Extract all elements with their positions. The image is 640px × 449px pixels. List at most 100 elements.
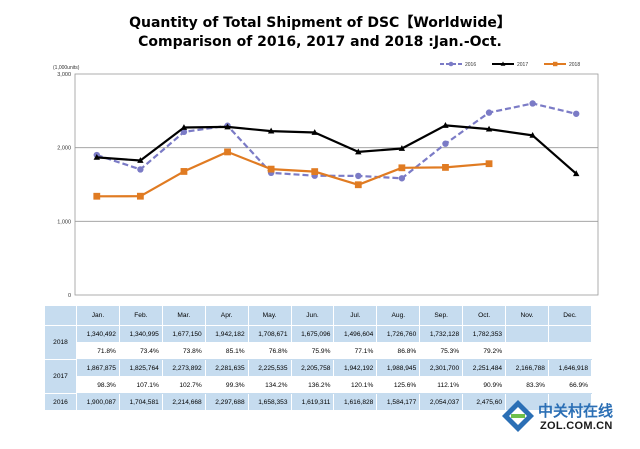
table-pct-cell: 73.4% [118,342,163,360]
table-month-header: Mar. [161,305,206,326]
series-line-2018 [96,150,490,198]
table-units-cell [547,393,593,411]
legend-label-2016: 2016 [465,62,476,68]
table-pct-cell: 102.7% [161,376,206,394]
table-pct-cell: 79.2% [462,342,507,360]
table-header-row: Jan. Feb. Mar. Apr. May. Jun. Jul. Aug. Sep. Oct.… [44,305,593,326]
table-month-header: Dec. [547,305,593,326]
table-month-header: Feb. [118,305,163,326]
table-units-cell: 1,646,918 [547,359,593,377]
table-pct-cell: 90.9% [462,376,507,394]
table-units-cell: 1,900,087 [76,393,120,411]
table-row-2018-pct: 71.8% 73.4% 73.8% 85.1% 76.8% 75.9% 77.1% 86.8%… [45,342,593,360]
table-units-cell: 1,867,875 [76,359,120,377]
zol-watermark: 中关村在线 ZOL.COM.CN [500,398,635,438]
data-point-2017 [311,129,318,135]
data-point-2017 [267,127,275,134]
table-units-cell: 2,301,700 [419,359,464,377]
table-pct-cell: 75.3% [419,342,464,360]
watermark-site-text: ZOL.COM.CN [540,420,613,432]
table-units-cell: 2,205,758 [290,359,335,377]
data-point-2018 [224,148,231,156]
data-point-2017 [224,123,231,130]
y-tick-label: 1,000 [57,219,71,225]
table-year-label: 2016 [44,393,77,411]
table-month-header: Sep. [419,305,464,326]
legend-marker-2017 [500,61,506,66]
table-pct-cell [505,342,549,360]
data-point-2016 [573,110,580,117]
table-pct-cell: 134.2% [247,376,292,394]
data-point-2017 [180,124,188,130]
table-units-cell: 2,214,668 [161,393,206,411]
data-point-2018 [485,160,493,168]
legend-label-2017: 2017 [517,62,528,68]
y-tick-label: 2,000 [57,146,71,152]
table-row-2016-units: 2016 1,900,087 1,704,581 2,214,668 2,297,688… [44,393,593,411]
table-units-cell [505,325,549,343]
table-pct-cell: 112.1% [419,376,464,394]
table-units-cell: 1,726,760 [376,325,421,343]
table-pct-cell: 83.3% [505,376,549,394]
data-point-2018 [136,192,144,200]
table-units-cell: 1,658,353 [247,393,292,411]
data-point-2018 [354,181,362,189]
data-point-2018 [311,168,319,176]
data-point-2017 [573,170,580,177]
zol-logo-icon [502,400,534,432]
y-tick-label: 3,000 [57,72,71,78]
table-month-header: Jan. [76,305,120,326]
table-units-cell: 1,732,128 [419,325,464,343]
table-units-cell: 2,297,688 [204,393,249,411]
table-month-header: Jun. [290,305,335,326]
table-units-cell: 1,677,150 [161,325,206,343]
table-row-2017-pct: 98.3% 107.1% 102.7% 99.3% 134.2% 136.2% 120.1%… [45,376,593,394]
line-chart: 0 1,000 2,000 3,000(1,000units) 2016 2017 2018 [53,61,599,299]
data-point-2017 [398,145,406,151]
table-units-cell: 1,708,671 [247,325,292,343]
data-point-2018 [398,164,406,172]
chart-title-line1: Quantity of Total Shipment of DSC【Worldw… [129,15,511,31]
table-units-cell: 2,475,60 [462,393,507,411]
data-point-2016 [529,100,536,107]
table-units-cell: 2,225,535 [247,359,292,377]
data-table: Jan. Feb. Mar. Apr. May. Jun. Jul. Aug. Sep. Oct.… [44,305,593,411]
data-point-2018 [267,165,275,173]
data-point-2016 [485,109,493,116]
table-pct-cell: 86.8% [376,342,421,360]
table-pct-cell: 75.9% [290,342,335,360]
table-units-cell: 2,273,892 [161,359,206,377]
data-point-2017 [485,125,493,132]
data-point-2018 [442,163,449,171]
series-line-2016 [96,102,577,180]
table-pct-cell: 71.8% [76,342,120,360]
data-point-2016 [137,166,144,173]
table-year-label: 2018 [44,325,77,360]
data-point-2016 [355,172,362,180]
watermark-cn-text: 中关村在线 [538,402,614,420]
table-units-cell: 1,616,828 [333,393,378,411]
table-units-cell: 1,340,995 [118,325,163,343]
table-row-2018-units: 2018 1,340,492 1,340,995 1,677,150 1,942,182… [44,325,593,360]
table-month-header: Oct. [462,305,507,326]
table-units-cell [547,325,593,343]
data-point-2017 [93,153,100,160]
table-month-header: Apr. [204,305,249,326]
table-pct-cell: 98.3% [76,376,120,394]
table-units-cell: 1,942,192 [333,359,378,377]
table-pct-cell: 66.9% [547,376,593,394]
table-units-cell: 2,166,788 [505,359,549,377]
table-units-cell: 2,281,635 [204,359,249,377]
table-units-cell: 1,942,182 [204,325,249,343]
data-point-2018 [180,168,188,175]
legend-label-2018: 2018 [569,62,580,68]
table-units-cell: 1,340,492 [76,325,120,343]
data-point-2016 [398,175,406,182]
y-unit-label: (1,000units) [53,65,80,71]
table-pct-cell: 120.1% [333,376,378,394]
table-units-cell: 1,704,581 [118,393,163,411]
table-pct-cell: 85.1% [204,342,249,360]
table-month-header: Nov. [505,305,549,326]
table-units-cell: 1,496,604 [333,325,378,343]
table-pct-cell [547,342,593,360]
